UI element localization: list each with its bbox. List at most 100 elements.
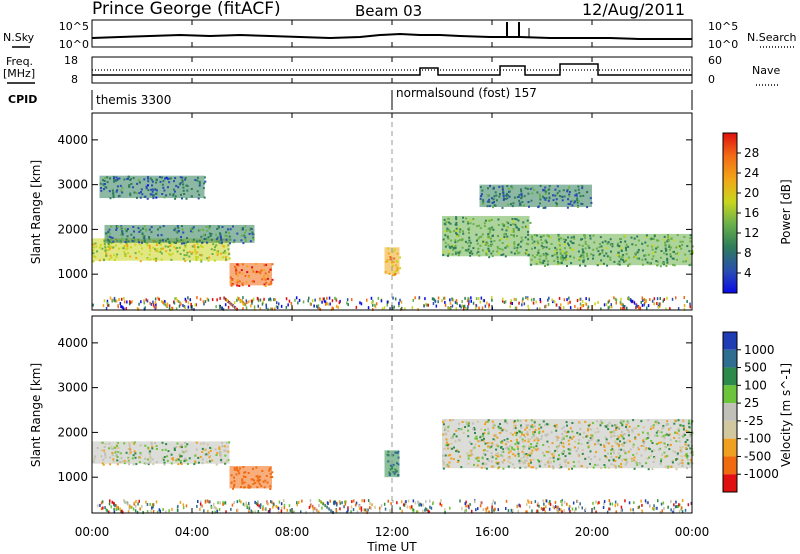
power-cell xyxy=(120,233,123,236)
velocity-cell xyxy=(681,419,684,422)
power-cell xyxy=(181,197,183,200)
power-cell xyxy=(198,182,201,185)
power-cell xyxy=(155,181,158,184)
power-cell xyxy=(646,244,649,247)
power-cell xyxy=(488,198,491,201)
velocity-cell xyxy=(488,441,491,444)
power-cell xyxy=(573,237,576,240)
power-cell xyxy=(539,261,542,264)
power-cell xyxy=(681,240,684,243)
velocity-cell xyxy=(622,444,625,447)
velocity-clutter-cell xyxy=(132,507,135,511)
power-cell xyxy=(493,201,495,204)
velocity-cell xyxy=(507,460,510,463)
velocity-clutter-cell xyxy=(380,504,383,508)
velocity-clutter-cell xyxy=(254,500,256,504)
velocity-cell xyxy=(453,433,456,436)
power-clutter-cell xyxy=(371,301,373,305)
velocity-clutter-cell xyxy=(676,505,678,508)
velocity-cell xyxy=(482,452,485,455)
velocity-cell xyxy=(625,425,627,428)
power-cell xyxy=(469,222,472,225)
velocity-clutter-cell xyxy=(156,510,159,514)
power-cell xyxy=(616,263,619,265)
power-cell xyxy=(125,238,128,241)
velocity-cell xyxy=(617,427,620,430)
velocity-clutter-cell xyxy=(335,503,338,507)
power-cell xyxy=(252,238,255,241)
velocity-cell xyxy=(208,460,211,463)
power-cell xyxy=(219,232,221,235)
velocity-cell xyxy=(166,459,169,462)
power-cell xyxy=(234,265,237,268)
velocity-clutter-cell xyxy=(662,501,665,505)
velocity-cell xyxy=(686,439,689,441)
velocity-clutter-cell xyxy=(257,501,259,504)
velocity-cell xyxy=(208,456,211,459)
power-clutter-cell xyxy=(215,305,217,309)
power-cell xyxy=(542,262,545,264)
velocity-cell xyxy=(391,467,394,470)
velocity-cell xyxy=(668,448,671,451)
velocity-heatmap xyxy=(92,316,694,514)
power-cell xyxy=(505,194,508,197)
velocity-cell xyxy=(607,428,610,431)
power-cell xyxy=(245,281,248,284)
power-clutter-cell xyxy=(504,300,507,304)
power-clutter-cell xyxy=(659,297,661,300)
velocity-cell xyxy=(139,444,142,447)
power-cell xyxy=(618,263,621,266)
power-cell xyxy=(102,183,105,186)
velocity-clutter-cell xyxy=(124,501,127,505)
velocity-cell xyxy=(545,450,548,453)
power-cell xyxy=(241,263,244,266)
velocity-cell xyxy=(573,465,576,468)
velocity-clutter-cell xyxy=(277,505,279,509)
velocity-clutter-cell xyxy=(485,507,487,511)
velocity-cell xyxy=(497,467,500,470)
power-cell xyxy=(603,254,606,257)
velocity-cell xyxy=(632,454,635,456)
power-cell xyxy=(561,254,564,257)
velocity-clutter-cell xyxy=(254,510,256,514)
power-cell xyxy=(499,247,502,250)
power-cell xyxy=(182,189,185,192)
power-clutter-cell xyxy=(270,307,272,311)
power-cell xyxy=(162,180,165,182)
velocity-cell xyxy=(485,463,488,466)
velocity-cell xyxy=(512,427,515,430)
velocity-clutter-cell xyxy=(246,506,249,510)
velocity-cell xyxy=(487,459,490,462)
velocity-cell xyxy=(116,459,119,462)
velocity-clutter-cell xyxy=(674,505,677,509)
velocity-cell xyxy=(615,426,618,429)
velocity-cell xyxy=(618,448,621,451)
velocity-cell xyxy=(483,437,485,440)
velocity-clutter-cell xyxy=(542,499,544,503)
velocity-clutter-cell xyxy=(477,507,479,511)
velocity-cell xyxy=(682,428,685,431)
power-clutter-cell xyxy=(157,296,159,300)
velocity-cell xyxy=(505,447,508,450)
power-cell xyxy=(448,221,450,224)
velocity-cell xyxy=(634,436,637,439)
power-cell xyxy=(479,227,482,230)
freq-tick-bottom: 8 xyxy=(71,73,78,86)
power-cell xyxy=(665,253,668,256)
power-cell xyxy=(675,246,678,249)
velocity-cell xyxy=(591,438,594,441)
power-cell xyxy=(454,245,457,247)
power-cell xyxy=(519,202,522,205)
velocity-cell xyxy=(528,445,531,448)
velocity-cell xyxy=(637,425,640,427)
power-cell xyxy=(500,237,503,240)
velocity-cell xyxy=(674,431,676,434)
power-cell xyxy=(484,219,487,222)
power-cell xyxy=(578,191,581,194)
velocity-clutter-cell xyxy=(210,506,213,510)
velocity-cell xyxy=(516,445,519,448)
velocity-cell xyxy=(500,446,503,448)
velocity-cell xyxy=(219,452,222,455)
velocity-cell xyxy=(568,443,571,446)
power-cell xyxy=(210,233,213,235)
